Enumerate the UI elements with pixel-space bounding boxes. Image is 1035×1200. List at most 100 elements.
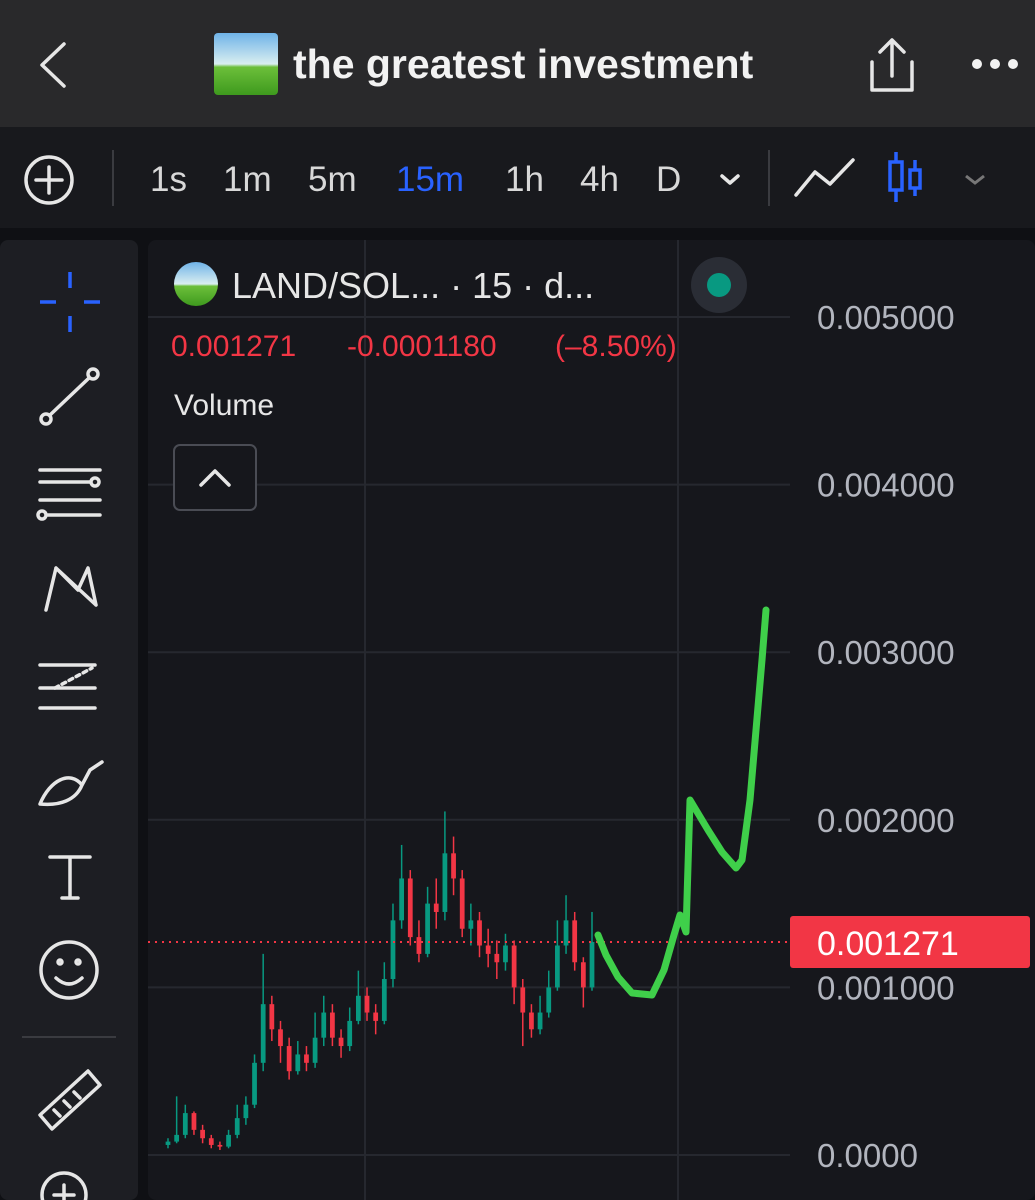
- status-dot: [707, 273, 731, 297]
- candle-body: [555, 945, 560, 988]
- fib-tool[interactable]: [36, 468, 102, 521]
- candle-body: [243, 1104, 249, 1119]
- text-tool[interactable]: [48, 855, 92, 900]
- candle-body: [442, 853, 448, 912]
- quote-last: 0.001271: [171, 330, 296, 363]
- candle-body: [459, 878, 465, 929]
- add-indicator[interactable]: [24, 155, 74, 205]
- quote-change-pct: (–8.50%): [555, 330, 677, 363]
- candle-body: [563, 920, 569, 946]
- zoom-tool[interactable]: [40, 1171, 88, 1200]
- timeframe-button[interactable]: 4h: [580, 160, 619, 199]
- y-tick-label: 0.004000: [817, 467, 955, 504]
- candle-body: [494, 953, 500, 963]
- hand-drawn-projection: [594, 606, 770, 999]
- candle-body: [407, 878, 413, 938]
- candle-body: [529, 1012, 534, 1030]
- candle-body: [546, 987, 552, 1013]
- candle-body: [485, 945, 491, 954]
- candle-body: [433, 903, 439, 912]
- indicator-label: Volume: [174, 389, 274, 422]
- candle-body: [278, 1029, 283, 1047]
- more-button[interactable]: [972, 59, 1018, 69]
- y-tick-label: 0.001000: [817, 969, 955, 1006]
- candle-body: [503, 945, 508, 963]
- last-price-tag: [790, 915, 1030, 968]
- collapse-arrow: [199, 469, 231, 487]
- toolbar: [0, 127, 1035, 228]
- candle-body: [217, 1144, 223, 1147]
- candle-body: [260, 1004, 266, 1063]
- ruler-tool[interactable]: [38, 1069, 102, 1131]
- candle-body: [226, 1134, 231, 1147]
- y-tick-label: 0.0000: [817, 1137, 918, 1174]
- chart-type-dropdown[interactable]: [965, 174, 985, 185]
- candle-body: [390, 920, 396, 980]
- candle-body: [295, 1054, 301, 1072]
- candle-body: [355, 995, 361, 1021]
- y-tick-label: 0.005000: [817, 299, 955, 336]
- candle-body: [200, 1129, 205, 1139]
- candle-body: [338, 1037, 344, 1047]
- candle-body: [330, 1012, 335, 1038]
- candle-body: [364, 995, 370, 1013]
- chart: 0.0000 0.001000 0.002000 0.003000 0.004000 0.…: [148, 240, 1030, 1200]
- candle-body: [304, 1054, 309, 1063]
- timeframe-button[interactable]: 1m: [223, 160, 272, 199]
- candle-body: [399, 878, 405, 921]
- crosshair-tool[interactable]: [40, 272, 100, 332]
- y-tick-label: 0.003000: [817, 634, 955, 671]
- prediction-tool[interactable]: [38, 663, 97, 710]
- candle-body: [373, 1012, 379, 1021]
- candle-body: [520, 987, 526, 1013]
- candle-body: [572, 920, 578, 963]
- candle-body: [252, 1062, 257, 1105]
- last-price-label: 0.001271: [817, 925, 959, 963]
- back-button[interactable]: [40, 42, 66, 88]
- candle-body: [589, 941, 595, 988]
- timeframe-button[interactable]: 5m: [308, 160, 357, 199]
- candle-body: [312, 1037, 318, 1063]
- page-title: the greatest investment: [293, 41, 754, 87]
- timeframe-dropdown[interactable]: [720, 174, 740, 185]
- line-chart-button[interactable]: [794, 158, 855, 197]
- candle-body: [182, 1113, 188, 1135]
- brush-tool[interactable]: [38, 760, 104, 807]
- candle-body: [451, 853, 456, 879]
- candle-body: [269, 1004, 275, 1030]
- timeframe-button[interactable]: D: [656, 160, 681, 199]
- timeframes: 1s 1m 5m 15m 1h 4h D: [150, 160, 681, 199]
- candle-body: [191, 1113, 197, 1130]
- title-image: [214, 33, 278, 95]
- candle-body: [286, 1046, 292, 1072]
- trendline-tool[interactable]: [39, 367, 100, 426]
- timeframe-button[interactable]: 1s: [150, 160, 187, 199]
- quote-change: -0.0001180: [347, 330, 497, 363]
- y-tick-label: 0.002000: [817, 802, 955, 839]
- candle-body: [468, 920, 474, 929]
- symbol-legend: LAND/SOL... · 15 · d...: [232, 265, 594, 306]
- symbol-icon: [174, 262, 218, 306]
- timeframe-button[interactable]: 15m: [396, 160, 464, 199]
- timeframe-button[interactable]: 1h: [505, 160, 544, 199]
- candle-body: [425, 903, 430, 954]
- candle-body: [174, 1134, 180, 1142]
- candle-body: [234, 1118, 240, 1135]
- header-bar: [0, 0, 1035, 127]
- drawing-toolbar: [0, 240, 138, 1200]
- candle-body: [208, 1138, 214, 1145]
- candle-chart-button[interactable]: [888, 152, 922, 202]
- collapse-button[interactable]: [173, 444, 257, 511]
- candle-body: [580, 962, 586, 988]
- share-button[interactable]: [870, 38, 914, 92]
- candle-body: [511, 945, 517, 988]
- candle-body: [321, 1012, 327, 1038]
- candle-body: [477, 920, 482, 946]
- candle-body: [381, 979, 387, 1021]
- pattern-tool[interactable]: [44, 566, 98, 612]
- candle-body: [347, 1020, 353, 1047]
- candle-body: [537, 1012, 543, 1030]
- emoji-tool[interactable]: [39, 940, 99, 1000]
- candle-body: [165, 1141, 171, 1145]
